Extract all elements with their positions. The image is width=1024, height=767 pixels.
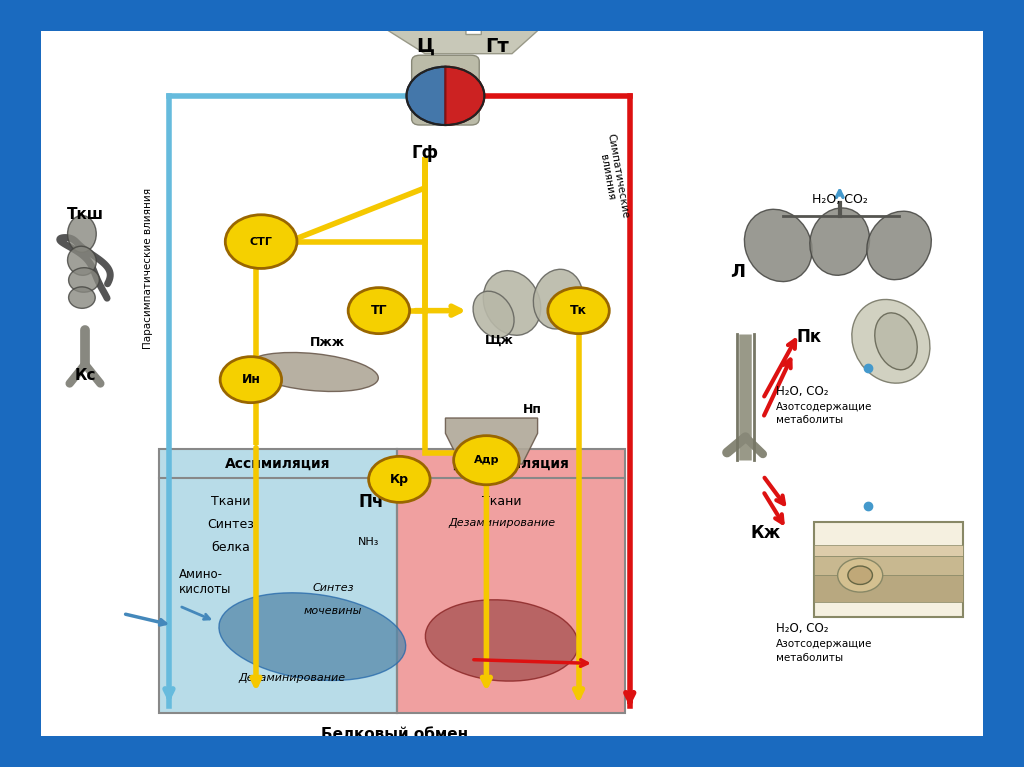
Text: Кр: Кр	[390, 473, 409, 486]
Ellipse shape	[744, 209, 812, 281]
Text: Ткш: Ткш	[67, 207, 103, 222]
Bar	[159, 449, 397, 713]
Text: Ассимиляция: Ассимиляция	[225, 457, 331, 471]
Text: Парасимпатические влияния: Парасимпатические влияния	[143, 188, 154, 349]
Text: Пжж: Пжж	[310, 336, 345, 349]
Bar	[814, 545, 963, 556]
Text: Амино-
кислоты: Амино- кислоты	[179, 568, 231, 596]
Ellipse shape	[219, 593, 406, 680]
Circle shape	[548, 288, 609, 334]
Text: Дезаминирование: Дезаминирование	[449, 518, 555, 528]
Text: Синтез: Синтез	[312, 583, 353, 593]
Ellipse shape	[247, 353, 378, 391]
FancyBboxPatch shape	[412, 55, 479, 125]
Text: Пк: Пк	[797, 328, 821, 347]
Text: Адр: Адр	[474, 455, 499, 466]
Ellipse shape	[810, 208, 869, 275]
Bar	[814, 556, 963, 575]
Polygon shape	[445, 418, 538, 464]
Ellipse shape	[874, 313, 918, 370]
Text: Симпатические
влияния: Симпатические влияния	[594, 132, 631, 221]
Bar	[983, 0, 1024, 767]
Text: Пч: Пч	[358, 493, 383, 511]
Circle shape	[225, 215, 297, 268]
Text: Дезаминирование: Дезаминирование	[239, 673, 345, 683]
Text: H₂O, CO₂: H₂O, CO₂	[812, 193, 867, 206]
Circle shape	[348, 288, 410, 334]
Text: Ткани: Ткани	[482, 495, 521, 508]
Bar	[814, 522, 963, 617]
Ellipse shape	[425, 600, 579, 681]
Ellipse shape	[69, 268, 99, 292]
Circle shape	[220, 357, 282, 403]
Ellipse shape	[866, 211, 932, 280]
Text: Нп: Нп	[523, 403, 542, 416]
Text: Синтез: Синтез	[207, 518, 254, 531]
Bar	[0, 0, 1024, 31]
Circle shape	[838, 558, 883, 592]
Text: Азотсодержащие: Азотсодержащие	[776, 401, 872, 412]
Ellipse shape	[852, 299, 930, 384]
Ellipse shape	[69, 287, 95, 308]
Ellipse shape	[473, 291, 514, 337]
Text: H₂O, CO₂: H₂O, CO₂	[776, 623, 828, 635]
Text: Тк: Тк	[570, 304, 587, 317]
Text: метаболиты: метаболиты	[776, 653, 844, 663]
Text: H₂O, CO₂: H₂O, CO₂	[776, 385, 828, 397]
Bar	[0, 736, 1024, 767]
Wedge shape	[445, 67, 484, 125]
Bar	[397, 449, 625, 713]
Ellipse shape	[68, 216, 96, 252]
Bar	[814, 575, 963, 602]
Text: NH₃: NH₃	[358, 537, 379, 547]
Ellipse shape	[483, 271, 541, 335]
Ellipse shape	[534, 269, 583, 329]
Text: Белковый обмен: Белковый обмен	[321, 727, 468, 742]
Text: метаболиты: метаболиты	[776, 415, 844, 426]
Text: Ткани: Ткани	[211, 495, 250, 508]
Text: Ц: Ц	[416, 37, 434, 55]
Text: Гф: Гф	[412, 144, 438, 163]
Text: Кж: Кж	[751, 524, 781, 542]
Circle shape	[848, 566, 872, 584]
Text: Диссимиляция: Диссимиляция	[453, 457, 569, 471]
Text: Ин: Ин	[242, 374, 260, 386]
Text: Л: Л	[730, 263, 744, 281]
Wedge shape	[407, 67, 445, 125]
Text: Щж: Щж	[485, 334, 514, 347]
Text: мочевины: мочевины	[303, 606, 362, 616]
Text: ТГ: ТГ	[371, 304, 387, 317]
Text: Гт: Гт	[484, 37, 509, 55]
Text: СТГ: СТГ	[250, 236, 272, 247]
Text: Азотсодержащие: Азотсодержащие	[776, 639, 872, 650]
Text: белка: белка	[211, 541, 250, 554]
Circle shape	[454, 436, 519, 485]
Polygon shape	[374, 21, 548, 54]
Circle shape	[369, 456, 430, 502]
Bar	[0, 0, 41, 767]
Text: Кс: Кс	[75, 368, 95, 384]
Ellipse shape	[68, 246, 96, 275]
